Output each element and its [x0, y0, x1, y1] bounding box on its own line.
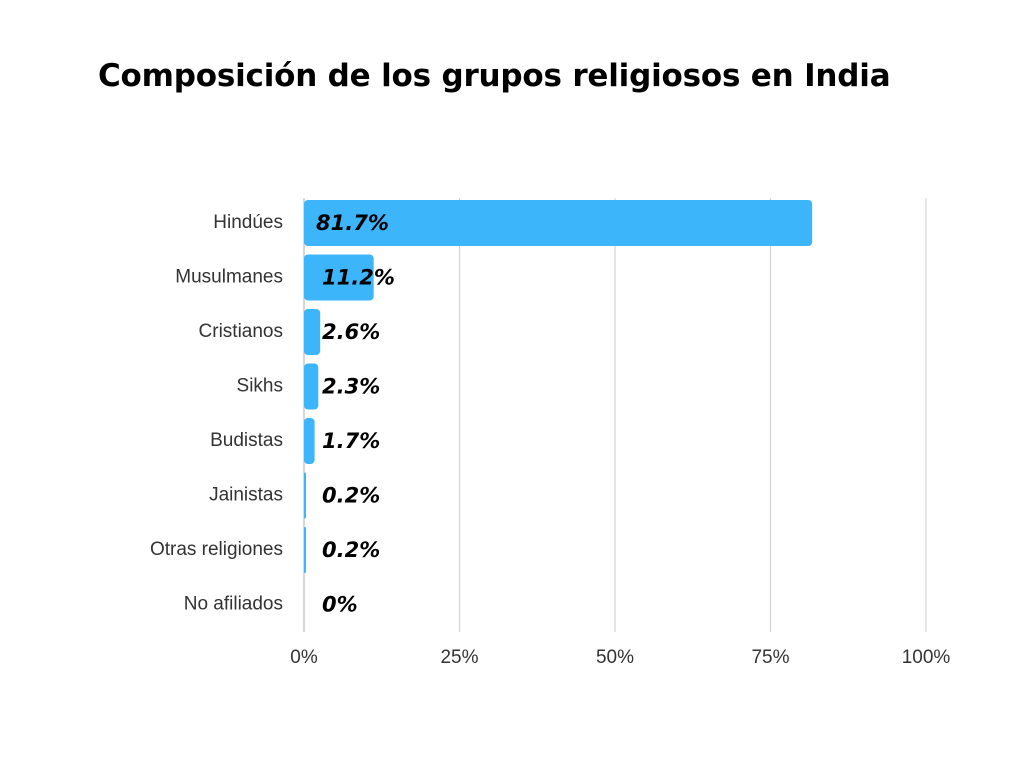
- data-label: 2.6%: [322, 320, 380, 344]
- data-label: 81.7%: [316, 211, 389, 235]
- bar-hindúes: [304, 200, 813, 246]
- data-label: 1.7%: [322, 429, 380, 453]
- bar-cristianos: [304, 309, 321, 355]
- x-tick-label: 75%: [751, 647, 789, 668]
- bar-jainistas: [304, 472, 306, 519]
- data-label: 0.2%: [322, 538, 380, 562]
- data-label: 2.3%: [322, 375, 380, 399]
- data-label: 11.2%: [322, 266, 395, 290]
- x-tick-label: 25%: [440, 647, 478, 668]
- category-label: Hindúes: [213, 212, 283, 233]
- category-label: Budistas: [210, 430, 283, 451]
- data-label: 0.2%: [322, 484, 380, 508]
- value-labels: 81.7% 11.2% 2.6% 2.3% 1.7% 0.2% 0.2% 0%: [316, 211, 395, 617]
- category-label: Musulmanes: [175, 267, 283, 288]
- x-tick-label: 0%: [290, 647, 318, 668]
- category-labels: Hindúes Musulmanes Cristianos Sikhs Budistas…: [150, 212, 283, 615]
- chart-title: Composición de los grupos religiosos en …: [98, 58, 891, 94]
- bar-budistas: [304, 418, 315, 464]
- bar-otras-religiones: [304, 527, 306, 573]
- bars: [304, 200, 813, 573]
- x-axis-ticks: 0% 25% 50% 75% 100%: [290, 647, 950, 668]
- data-label: 0%: [322, 593, 358, 617]
- category-label: Sikhs: [237, 376, 283, 397]
- category-label: Otras religiones: [150, 539, 283, 560]
- category-label: Jainistas: [209, 485, 283, 506]
- bar-sikhs: [304, 363, 319, 410]
- gridlines: [303, 198, 927, 632]
- x-tick-label: 100%: [902, 647, 951, 668]
- bar-musulmanes: [304, 254, 374, 301]
- x-tick-label: 50%: [596, 647, 634, 668]
- category-label: Cristianos: [199, 321, 283, 342]
- category-label: No afiliados: [184, 594, 283, 615]
